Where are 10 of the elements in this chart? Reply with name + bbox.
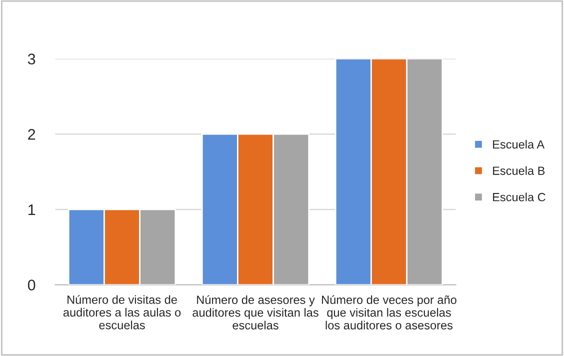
x-tick-label: Número de visitas de auditores a las aulas o escuelas — [63, 295, 181, 330]
y-tick-label: 0 — [28, 280, 36, 290]
legend-label: Escuela C — [493, 192, 546, 202]
legend-label: Escuela A — [493, 140, 545, 149]
y-tick-label: 1 — [28, 204, 36, 215]
x-tick-label: Número de asesores y auditores que visitan las escuelas — [192, 295, 318, 330]
legend-label: Escuela B — [493, 166, 545, 175]
y-tick-label: 2 — [28, 128, 36, 140]
y-tick-label: 3 — [28, 54, 36, 64]
x-tick-label: Número de veces por año que visitan las escuelas los auditores o asesores — [322, 295, 456, 330]
